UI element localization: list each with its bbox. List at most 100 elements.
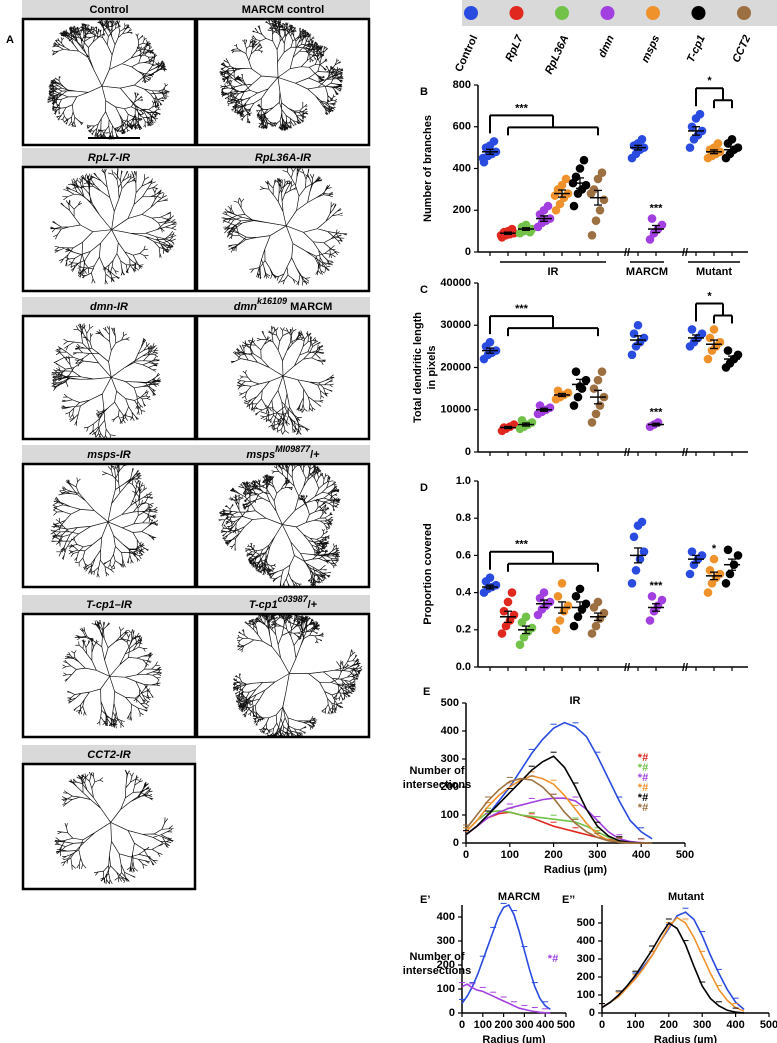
image-frame	[195, 612, 371, 739]
image-label-text: CCT2-IR	[87, 749, 130, 761]
x-tick-label: 500	[676, 849, 694, 861]
data-point	[627, 579, 637, 588]
data-point	[579, 155, 589, 165]
image-label: T-cp1c03987/+	[249, 594, 317, 611]
y-tick-label: 500	[441, 697, 459, 709]
data-point	[485, 337, 495, 347]
y-tick-label: 0.2	[456, 624, 471, 636]
data-point	[595, 205, 605, 215]
image-label-bar	[196, 445, 370, 463]
series-line	[601, 921, 745, 1014]
x-tick-label: 500	[760, 1019, 777, 1031]
data-point	[573, 612, 583, 622]
data-point	[721, 579, 731, 588]
image-label-bar	[196, 297, 370, 315]
data-point	[639, 333, 649, 343]
y-tick-label: 400	[437, 911, 455, 923]
image-frame	[21, 314, 197, 441]
y-tick-label: 100	[441, 809, 459, 821]
data-point	[515, 640, 525, 649]
y-tick-label: 500	[577, 917, 595, 929]
y-tick-label: 400	[577, 935, 595, 947]
image-label-bar	[22, 148, 196, 166]
y-tick-label: 400	[441, 725, 459, 737]
data-point	[705, 565, 715, 575]
data-point	[557, 579, 567, 588]
y-axis-label: Number of branches	[422, 115, 434, 222]
data-point	[631, 565, 641, 575]
data-point	[595, 401, 605, 410]
data-point	[697, 329, 707, 339]
data-point	[733, 551, 743, 560]
data-point	[647, 214, 657, 223]
legend-label: RpL7	[503, 33, 526, 64]
y-tick-label: 200	[437, 959, 455, 971]
y-tick-label: 10000	[440, 404, 471, 416]
data-point	[555, 616, 565, 625]
image-label: MARCM control	[242, 4, 325, 16]
x-tick-label: 100	[626, 1019, 644, 1031]
axis-break: //	[624, 447, 630, 459]
image-frame	[195, 17, 371, 147]
x-axis-label: Radius (µm)	[654, 1034, 718, 1043]
y-axis-label: in pixels	[426, 345, 438, 389]
data-point	[657, 220, 667, 230]
data-point	[557, 180, 567, 190]
data-point	[709, 554, 719, 564]
significance: *	[712, 543, 717, 555]
image-label: dmn-IR	[90, 301, 128, 313]
data-point	[561, 174, 571, 184]
y-tick-label: 800	[453, 79, 471, 91]
data-point	[715, 337, 725, 347]
data-point	[569, 401, 579, 410]
image-frame	[21, 17, 197, 147]
data-point	[589, 384, 599, 393]
y-tick-label: 300	[441, 753, 459, 765]
data-point	[593, 174, 603, 184]
image-label: Control	[89, 4, 128, 16]
data-point	[591, 409, 601, 419]
data-point	[587, 629, 597, 638]
data-point	[627, 350, 637, 360]
legend-bar	[462, 0, 777, 26]
data-point	[569, 621, 579, 631]
x-tick-label: 400	[632, 849, 650, 861]
data-point	[695, 109, 705, 119]
data-point	[713, 139, 723, 148]
x-tick-label: 400	[726, 1019, 744, 1031]
data-point	[703, 354, 713, 364]
legend-label: dmn	[596, 33, 617, 59]
data-point	[723, 545, 733, 555]
significance: *	[707, 75, 712, 87]
y-tick-label: 0	[465, 446, 471, 458]
image-frame	[195, 462, 371, 589]
y-tick-label: 200	[441, 781, 459, 793]
x-tick-label: 0	[599, 1019, 605, 1031]
image-label-after: /+	[310, 449, 319, 461]
significance: *#	[638, 752, 648, 764]
data-point	[586, 189, 596, 198]
series-line	[465, 797, 653, 844]
significance: ***	[650, 580, 664, 592]
x-tick-label: 300	[588, 849, 606, 861]
y-axis-label: Proportion covered	[422, 523, 434, 624]
significance: *#	[638, 762, 648, 774]
y-tick-label: 0.0	[456, 661, 471, 673]
data-point	[591, 621, 601, 631]
image-label-text: T-cp1	[249, 599, 278, 611]
y-tick-label: 100	[577, 989, 595, 1001]
significance: ***	[515, 539, 529, 551]
data-point	[637, 134, 647, 144]
data-point	[575, 164, 585, 173]
data-point	[587, 418, 597, 427]
panel-letter: A	[6, 34, 14, 46]
x-axis-label: Radius (µm)	[482, 1034, 546, 1043]
image-label-text: RpL36A-IR	[255, 152, 311, 164]
data-point	[705, 333, 715, 343]
data-point	[597, 168, 607, 177]
axis-break: //	[682, 247, 688, 259]
neuron-image	[219, 19, 344, 131]
data-point	[593, 375, 603, 385]
data-point	[733, 350, 743, 360]
image-label-sup: k16109	[257, 296, 287, 306]
